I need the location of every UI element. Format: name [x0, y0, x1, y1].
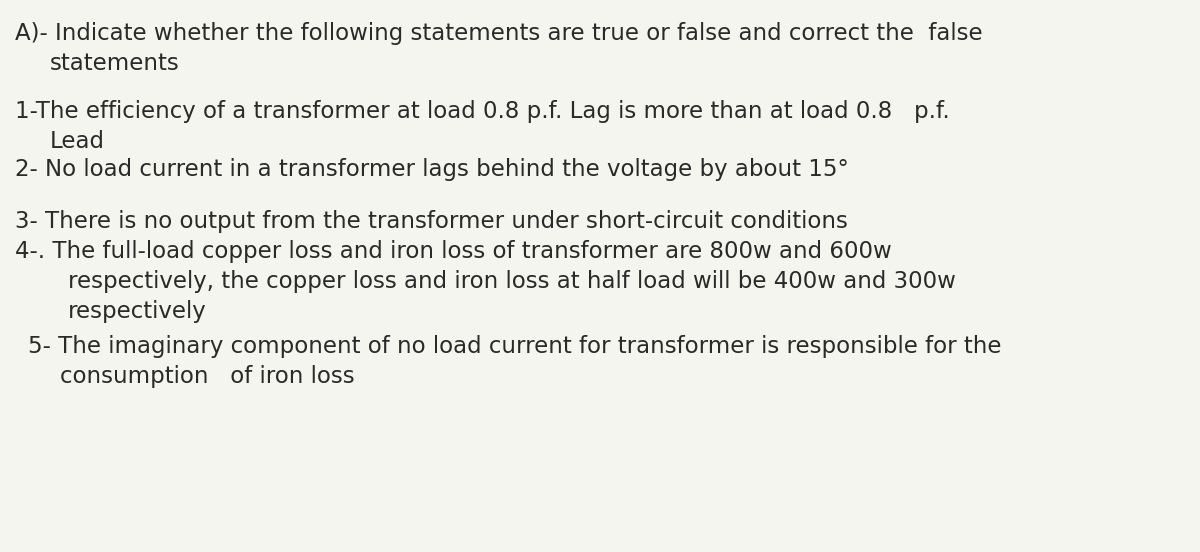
Text: Lead: Lead [50, 130, 106, 153]
Text: 2- No load current in a transformer lags behind the voltage by about 15°: 2- No load current in a transformer lags… [14, 158, 848, 181]
Text: A)- Indicate whether the following statements are true or false and correct the : A)- Indicate whether the following state… [14, 22, 983, 45]
Text: 3- There is no output from the transformer under short-circuit conditions: 3- There is no output from the transform… [14, 210, 848, 233]
Text: consumption   of iron loss: consumption of iron loss [60, 365, 355, 388]
Text: 4-. The full-load copper loss and iron loss of transformer are 800w and 600w: 4-. The full-load copper loss and iron l… [14, 240, 892, 263]
Text: 5- The imaginary component of no load current for transformer is responsible for: 5- The imaginary component of no load cu… [28, 335, 1002, 358]
Text: 1-The efficiency of a transformer at load 0.8 p.f. Lag is more than at load 0.8 : 1-The efficiency of a transformer at loa… [14, 100, 949, 123]
Text: statements: statements [50, 52, 180, 75]
Text: respectively: respectively [68, 300, 206, 323]
Text: respectively, the copper loss and iron loss at half load will be 400w and 300w: respectively, the copper loss and iron l… [68, 270, 956, 293]
